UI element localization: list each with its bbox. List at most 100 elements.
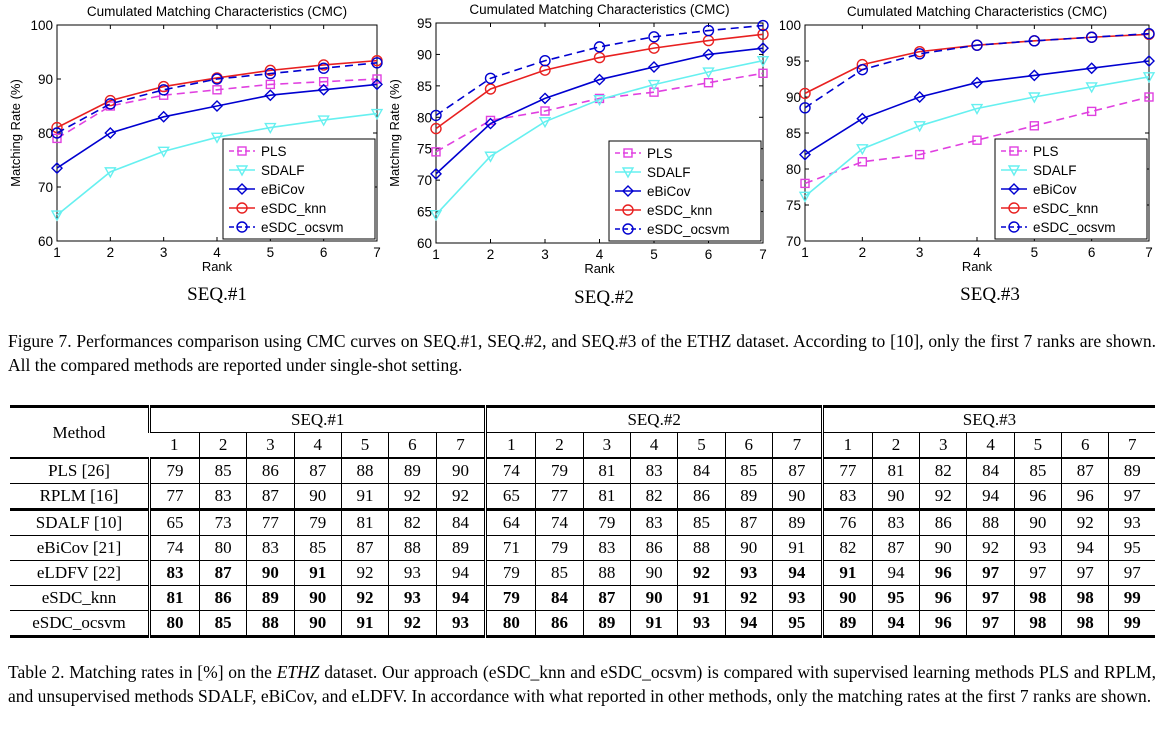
- legend: PLS SDALF eBiCov eSDC_knn eSDC_ocsvm: [994, 138, 1148, 240]
- chart-sublabel-seq1: SEQ.#1: [187, 284, 247, 305]
- table-caption-suffix: dataset. Our approach (eSDC_knn and eSDC…: [8, 662, 1156, 706]
- value-cell: 81: [582, 457, 631, 484]
- data-point: [51, 127, 63, 139]
- value-cell: 93: [435, 610, 486, 638]
- value-cell: 92: [435, 483, 486, 510]
- value-cell: 98: [1013, 585, 1062, 611]
- data-point: [856, 144, 869, 156]
- legend-marker: [622, 223, 634, 235]
- data-point: [264, 67, 277, 80]
- series-pls: [800, 92, 1154, 189]
- x-tick-label: 6: [705, 247, 713, 262]
- value-cell: 91: [629, 610, 678, 638]
- method-cell: RPLM [16]: [10, 483, 150, 510]
- value-cell: 97: [1013, 560, 1062, 586]
- table-row: eBiCov [21] 74 80 83 85 87 88 89 71 79 83 86 88 90 91 8…: [10, 535, 1155, 561]
- y-tick-label: 70: [786, 234, 801, 249]
- legend-label: eBiCov: [1033, 182, 1077, 197]
- rank-header: 4: [629, 432, 678, 458]
- value-cell: 80: [198, 535, 247, 561]
- value-cell: 74: [484, 457, 536, 484]
- data-point: [539, 55, 551, 67]
- table-header-groups: Method SEQ.#1 SEQ.#2 SEQ.#3: [10, 405, 1155, 458]
- x-axis-label: Rank: [202, 259, 233, 274]
- data-point: [157, 110, 170, 123]
- data-point: [51, 162, 63, 175]
- series-line: [435, 24, 764, 117]
- value-cell: 90: [871, 483, 920, 510]
- x-tick-label: 1: [432, 247, 440, 262]
- value-cell: 92: [677, 560, 726, 586]
- series-line: [435, 59, 764, 216]
- y-tick-label: 95: [417, 16, 432, 31]
- data-point: [1144, 92, 1154, 102]
- value-cell: 85: [1013, 457, 1062, 484]
- value-cell: 97: [966, 585, 1015, 611]
- data-point: [647, 79, 661, 92]
- data-point: [372, 74, 382, 84]
- data-point: [212, 85, 222, 95]
- data-point: [856, 112, 869, 125]
- value-cell: 79: [484, 585, 536, 611]
- value-cell: 84: [677, 457, 726, 484]
- y-tick-label: 100: [780, 18, 801, 33]
- value-cell: 87: [246, 483, 295, 510]
- value-cell: 89: [435, 535, 486, 561]
- table-row: SDALF [10] 65 73 77 79 81 82 84 64 74 79 83 85 87 89 76…: [10, 508, 1155, 536]
- value-cell: 81: [871, 457, 920, 484]
- data-point: [649, 87, 659, 97]
- data-point: [157, 80, 170, 93]
- series-line: [804, 60, 1150, 156]
- value-cell: 87: [340, 535, 389, 561]
- legend-label: SDALF: [261, 163, 305, 178]
- value-cell: 71: [484, 535, 536, 561]
- rank-header: 6: [724, 432, 773, 458]
- data-point: [758, 68, 768, 78]
- rank-header: 1: [820, 432, 873, 458]
- rank-header: 3: [919, 432, 967, 458]
- data-point: [1028, 35, 1041, 47]
- method-cell: eBiCov [21]: [10, 535, 150, 561]
- series-line: [56, 62, 378, 134]
- data-point: [371, 78, 383, 91]
- legend-label: eSDC_knn: [261, 201, 326, 216]
- x-tick-label: 2: [859, 245, 867, 260]
- series-ebicov: [799, 55, 1155, 161]
- value-cell: 97: [966, 610, 1015, 638]
- data-point: [1085, 82, 1098, 94]
- value-cell: 90: [293, 585, 342, 611]
- data-point: [972, 135, 982, 145]
- table-row: PLS [26] 79 85 86 87 88 89 90 74 79 81 83 84 85 87 77 81…: [10, 457, 1155, 484]
- legend-label: PLS: [261, 144, 287, 159]
- value-cell: 92: [388, 610, 436, 638]
- value-cell: 89: [582, 610, 631, 638]
- series-esdc-ocsvm: [51, 57, 383, 139]
- value-cell: 92: [724, 585, 773, 611]
- data-point: [1085, 62, 1098, 75]
- value-cell: 93: [1013, 535, 1062, 561]
- y-tick-label: 65: [417, 205, 432, 220]
- y-tick-label: 90: [786, 90, 801, 105]
- data-point: [211, 73, 223, 85]
- data-point: [1143, 27, 1155, 40]
- data-point: [913, 48, 926, 60]
- legend-label: eBiCov: [647, 184, 691, 199]
- legend-label: SDALF: [647, 165, 691, 180]
- value-cell: 79: [582, 508, 631, 536]
- value-cell: 88: [582, 560, 631, 586]
- legend-marker: [622, 204, 634, 216]
- x-tick-label: 5: [1031, 245, 1039, 260]
- value-cell: 88: [388, 535, 436, 561]
- value-cell: 87: [582, 585, 631, 611]
- data-point: [104, 94, 117, 107]
- value-cell: 93: [724, 560, 773, 586]
- value-cell: 91: [677, 585, 726, 611]
- value-cell: 90: [771, 483, 823, 510]
- value-cell: 83: [629, 457, 678, 484]
- value-cell: 96: [1061, 483, 1109, 510]
- chart-sublabel-seq3: SEQ.#3: [960, 284, 1020, 305]
- x-axis-label: Rank: [962, 259, 993, 274]
- legend-label: eSDC_ocsvm: [647, 222, 730, 237]
- data-point: [756, 56, 770, 68]
- table-row: RPLM [16] 77 83 87 90 91 92 92 65 77 81 82 86 89 90 83 9…: [10, 483, 1155, 510]
